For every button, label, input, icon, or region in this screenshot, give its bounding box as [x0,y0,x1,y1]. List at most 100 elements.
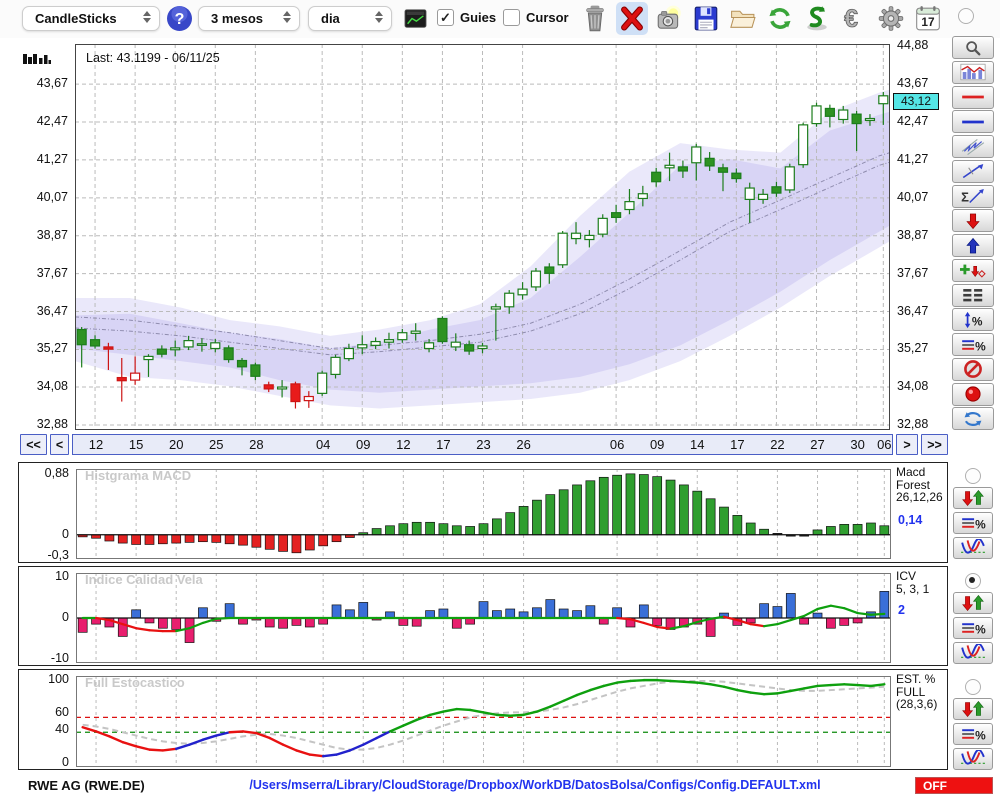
date-tick-label: 27 [810,437,825,452]
macd-panel-title: Histgrama MACD [85,468,192,483]
cursor-label: Cursor [526,10,569,25]
date-tick-label: 04 [315,437,331,452]
svg-text:%: % [975,728,986,742]
icv-signal-arrows-button[interactable] [953,592,993,614]
calendar-button[interactable]: 17 [912,2,944,35]
stoch-panel-radio[interactable] [965,679,981,695]
icv-curves-button[interactable] [953,642,993,664]
macd-curves-button[interactable] [953,537,993,559]
chevron-updown-icon [375,11,383,23]
sync-button[interactable] [801,2,833,35]
trendline-tool[interactable] [952,159,994,183]
levels-tool[interactable] [952,283,994,307]
price-tick-label: 41,27 [36,151,68,166]
current-price-badge: 43,12 [893,93,939,111]
date-tick-label: 25 [209,437,224,452]
trash-button[interactable] [579,2,611,35]
icv-lines-percent-button[interactable]: % [953,617,993,639]
svg-text:?: ? [175,11,185,28]
config-path-link[interactable]: /Users/mserra/Library/CloudStorage/Dropb… [249,778,821,792]
help-button[interactable]: ? [166,5,193,32]
chart-type-select[interactable]: CandleSticks [22,6,160,31]
add-signal-tool[interactable] [952,258,994,282]
date-tick-label: 06 [877,437,892,452]
record-tool[interactable] [952,382,994,406]
blue-line-tool[interactable] [952,110,994,134]
indicator-tick-label: 40 [55,721,69,736]
period-select[interactable]: 3 mesos [198,6,300,31]
save-button[interactable] [690,2,722,35]
refresh-small-tool[interactable] [952,407,994,431]
price-tick-label: 43,67 [36,76,68,91]
macd-signal-arrows-button[interactable] [953,487,993,509]
buy-arrow-tool[interactable] [952,234,994,257]
indicator-panel-tool[interactable] [952,60,994,84]
chart-window-button[interactable] [402,6,429,31]
date-axis: 12 15 20 25 28 04 09 12 17 23 26 06 09 14 17 22 27 30 06 [72,434,893,455]
price-tick-label: 38,87 [897,227,929,242]
scroll-right-button[interactable]: > [896,434,918,455]
macd-lines-percent-button[interactable]: % [953,512,993,534]
lines-percent-tool[interactable]: % [952,333,994,356]
settings-button[interactable] [875,2,907,35]
disable-tool[interactable] [952,357,994,381]
price-tick-label: 32,88 [897,416,929,431]
stochastic-panel-title: Full Estocastico [85,675,185,690]
icv-panel-radio[interactable] [965,573,981,589]
scroll-far-left-button[interactable]: << [20,434,47,455]
period-value: 3 mesos [211,11,264,26]
price-tick-label: 32,88 [36,416,68,431]
interval-select[interactable]: dia [308,6,392,31]
date-tick-label: 26 [516,437,531,452]
red-line-tool[interactable] [952,85,994,109]
price-tick-label: 40,07 [36,189,68,204]
delete-button[interactable] [616,2,648,35]
svg-text:%: % [975,517,986,531]
indicator-name-label: (28,3,6) [896,697,938,711]
date-tick-label: 12 [88,437,104,452]
sum-trend-tool[interactable]: Σ [952,184,994,208]
date-tick-label: 06 [609,437,625,452]
svg-text:%: % [975,339,986,353]
price-tick-label: 34,08 [897,379,929,394]
indicator-name-label: EST. % [896,672,936,686]
scroll-left-button[interactable]: < [50,434,69,455]
main-chart-radio[interactable] [958,8,974,24]
indicator-tick-label: 10 [55,569,69,584]
price-tick-label: 42,47 [897,114,929,129]
currency-button[interactable]: € [838,2,870,35]
zoom-tool[interactable] [952,36,994,59]
stoch-curves-button[interactable] [953,748,993,770]
symbol-label: RWE AG (RWE.DE) [28,778,145,793]
macd-panel: Histgrama MACD 0,88 0 -0,3 Macd Forest 26,12,… [18,462,948,563]
open-button[interactable] [727,2,759,35]
guies-checkbox[interactable]: ✓ [437,9,454,26]
volume-histogram-icon[interactable] [23,50,51,68]
price-chart-plot[interactable] [75,44,890,430]
stochastic-panel: Full Estocastico 100 60 40 0 EST. % FULL (28,3… [18,669,948,770]
snapshot-button[interactable] [653,2,685,35]
sell-arrow-tool[interactable] [952,209,994,233]
measure-percent-tool[interactable]: % [952,308,994,332]
cursor-checkbox[interactable] [503,9,520,26]
macd-panel-radio[interactable] [965,468,981,484]
chart-type-value: CandleSticks [35,11,117,26]
date-tick-label: 15 [128,437,144,452]
indicator-name-label: Macd [896,465,926,479]
price-tick-label: 38,87 [36,227,68,242]
price-tick-label: 37,67 [897,265,929,280]
date-tick-label: 17 [436,437,451,452]
interval-value: dia [321,11,340,26]
icv-plot [76,573,891,663]
stoch-signal-arrows-button[interactable] [953,698,993,720]
channel-tool[interactable] [952,135,994,158]
date-tick-label: 23 [476,437,491,452]
scroll-far-right-button[interactable]: >> [921,434,948,455]
refresh-button[interactable] [764,2,796,35]
price-tick-label: 36,47 [897,303,929,318]
icv-panel: Indice Calidad Vela 10 0 -10 ICV 5, 3, 1 2 [18,566,948,666]
stoch-lines-percent-button[interactable]: % [953,723,993,745]
indicator-tick-label: -0,3 [47,547,69,562]
indicator-name-label: 26,12,26 [896,490,943,504]
macd-plot [76,469,891,559]
